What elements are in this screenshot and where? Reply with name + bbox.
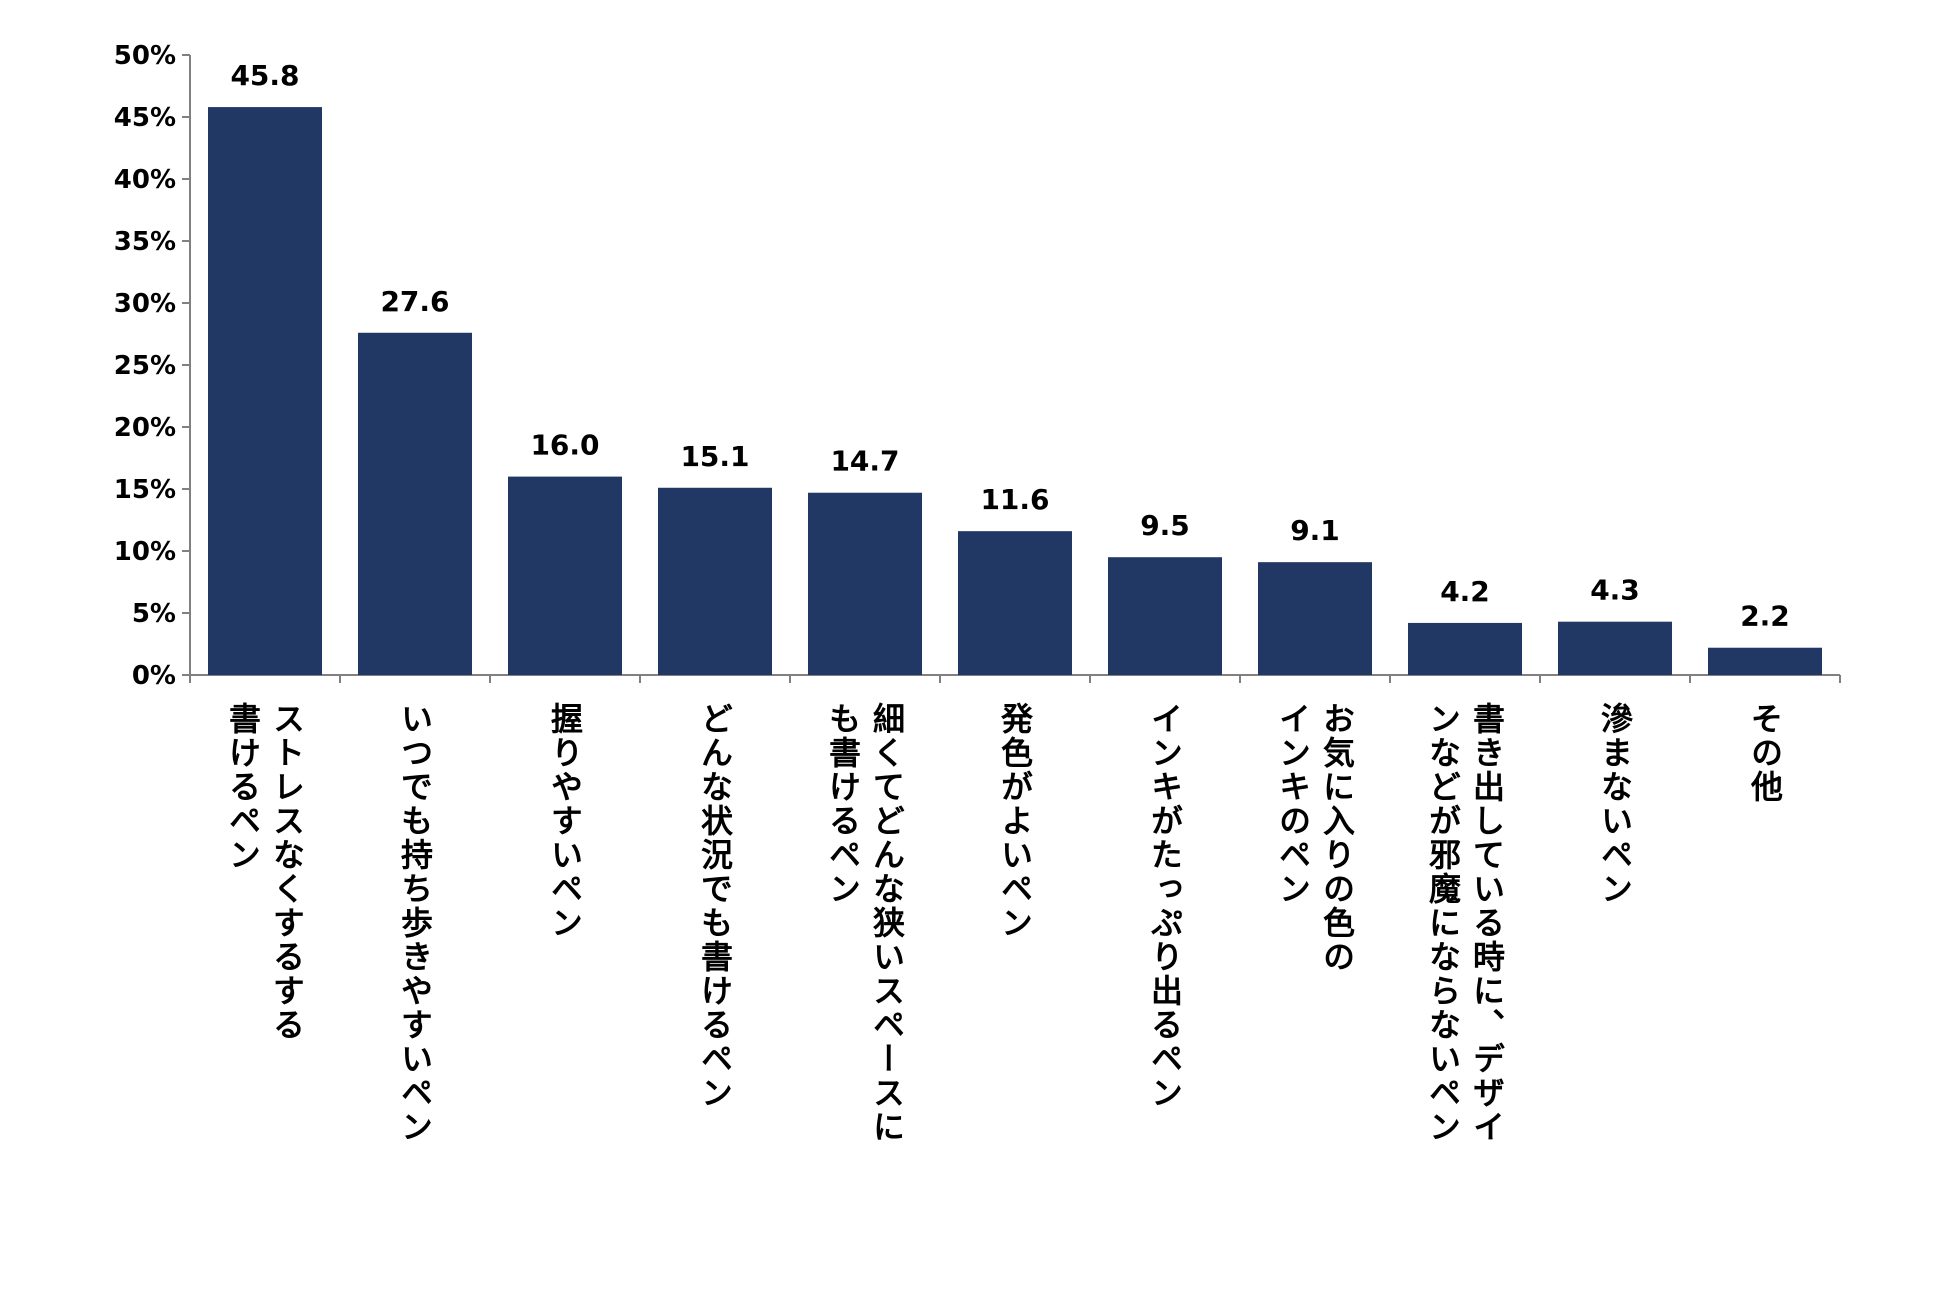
- bar: [658, 487, 772, 675]
- bar: [1108, 557, 1222, 675]
- bar: [808, 492, 922, 675]
- data-label: 45.8: [230, 59, 299, 92]
- y-tick-label: 30%: [114, 289, 176, 319]
- y-tick-label: 45%: [114, 103, 176, 133]
- y-tick-label: 0%: [132, 661, 176, 691]
- category-label: 発色がよいペン: [996, 702, 1034, 940]
- category-label: どんな状況でも書けるペン: [696, 702, 734, 1110]
- category-label: 細くてどんな狭いスペースに: [868, 702, 906, 1144]
- y-tick-label: 40%: [114, 165, 176, 195]
- category-label: ストレスなくするする: [268, 702, 306, 1042]
- data-label: 14.7: [830, 445, 899, 478]
- bar: [1258, 562, 1372, 675]
- category-label: いつでも持ち歩きやすいペン: [396, 702, 434, 1144]
- bar: [508, 476, 622, 675]
- bar: [1558, 621, 1672, 675]
- y-tick-label: 20%: [114, 413, 176, 443]
- category-label: 書けるペン: [224, 702, 262, 872]
- bar: [208, 107, 322, 675]
- data-label: 15.1: [680, 440, 749, 473]
- data-label: 9.1: [1290, 514, 1340, 547]
- category-label: その他: [1746, 702, 1784, 804]
- category-label: インキがたっぷり出るペン: [1146, 702, 1184, 1110]
- y-tick-label: 50%: [114, 41, 176, 71]
- bar: [1708, 647, 1822, 675]
- data-label: 27.6: [380, 285, 449, 318]
- data-label: 11.6: [980, 483, 1049, 516]
- category-label: ンなどが邪魔にならないペン: [1424, 702, 1462, 1144]
- y-tick-label: 10%: [114, 537, 176, 567]
- category-label: お気に入りの色の: [1318, 702, 1356, 974]
- category-label: 握りやすいペン: [546, 702, 584, 940]
- category-label: 書き出している時に、デザイ: [1468, 702, 1506, 1144]
- category-label: 滲まないペン: [1596, 702, 1634, 906]
- bar: [1408, 622, 1522, 675]
- data-label: 4.2: [1440, 575, 1490, 608]
- category-label: も書けるペン: [824, 702, 862, 906]
- y-tick-label: 25%: [114, 351, 176, 381]
- bar: [358, 332, 472, 675]
- y-tick-label: 15%: [114, 475, 176, 505]
- data-label: 4.3: [1590, 574, 1640, 607]
- category-label: インキのペン: [1274, 702, 1312, 906]
- bar: [958, 531, 1072, 675]
- y-tick-label: 35%: [114, 227, 176, 257]
- data-label: 16.0: [530, 429, 599, 462]
- y-tick-label: 5%: [132, 599, 176, 629]
- data-label: 2.2: [1740, 600, 1790, 633]
- data-label: 9.5: [1140, 509, 1190, 542]
